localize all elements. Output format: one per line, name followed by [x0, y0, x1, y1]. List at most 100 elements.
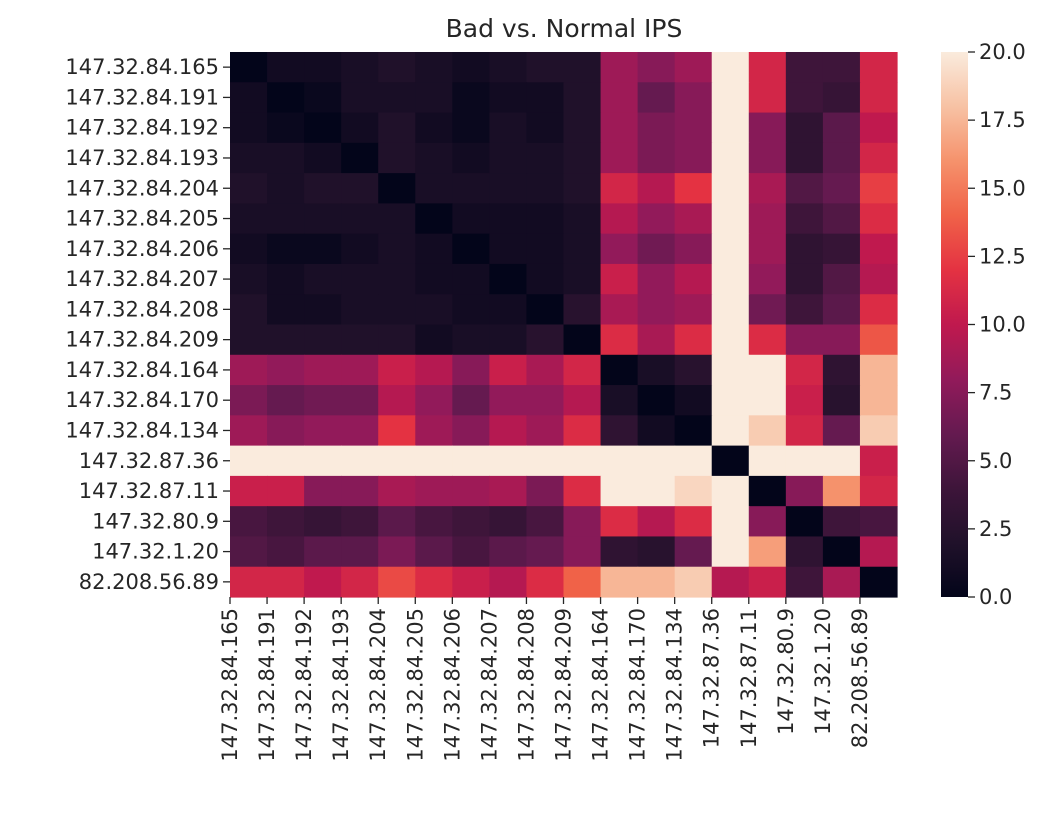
heatmap-cell	[600, 173, 639, 204]
heatmap-cell	[785, 294, 824, 326]
x-tick-label: 82.208.56.89	[848, 608, 872, 748]
heatmap-cell	[452, 203, 490, 235]
heatmap-cell	[452, 566, 490, 598]
heatmap-cell	[341, 536, 379, 568]
heatmap-cell	[748, 566, 787, 598]
heatmap-cell	[711, 445, 750, 477]
heatmap-cell	[304, 354, 342, 386]
heatmap-cell	[378, 52, 416, 83]
heatmap-cell	[378, 354, 416, 386]
heatmap-cell	[230, 142, 268, 174]
heatmap-cell	[341, 263, 379, 295]
colorbar-tick-label: 20.0	[979, 40, 1026, 64]
y-tick-label: 147.32.84.206	[65, 237, 219, 261]
heatmap-cell	[489, 142, 528, 174]
heatmap-cell	[526, 82, 565, 114]
y-tick-label: 147.32.84.204	[65, 176, 219, 200]
heatmap-cell	[822, 173, 861, 204]
heatmap-cell	[822, 506, 861, 538]
heatmap-cell	[637, 203, 676, 235]
heatmap-cell	[526, 506, 565, 538]
heatmap-cell	[637, 233, 676, 265]
heatmap-cell	[600, 324, 639, 356]
heatmap-cell	[785, 52, 824, 83]
y-tick-label: 147.32.84.134	[65, 418, 219, 442]
heatmap-cell	[230, 566, 268, 598]
heatmap-cell	[859, 203, 898, 235]
heatmap-cell	[489, 536, 528, 568]
heatmap-cell	[859, 506, 898, 538]
heatmap-cell	[452, 354, 490, 386]
heatmap-cell	[711, 385, 750, 416]
heatmap-cell	[674, 415, 713, 447]
heatmap-cell	[859, 52, 898, 83]
heatmap-cell	[304, 142, 342, 174]
heatmap-cell	[748, 52, 787, 83]
heatmap-cell	[452, 536, 490, 568]
heatmap-cell	[267, 475, 305, 507]
heatmap-cell	[785, 82, 824, 114]
heatmap-cell	[859, 142, 898, 174]
heatmap-cell	[711, 506, 750, 538]
heatmap-cell	[600, 445, 639, 477]
heatmap-cell	[267, 354, 305, 386]
heatmap-cell	[415, 415, 453, 447]
heatmap-cell	[489, 233, 528, 265]
heatmap-cell	[267, 385, 305, 416]
heatmap-cell	[267, 294, 305, 326]
heatmap-cell	[230, 82, 268, 114]
heatmap-cell	[489, 475, 528, 507]
heatmap-cell	[452, 173, 490, 204]
heatmap-cell	[785, 506, 824, 538]
heatmap-cell	[600, 415, 639, 447]
y-tick-label: 147.32.84.193	[65, 146, 219, 170]
heatmap-cell	[415, 506, 453, 538]
heatmap-cell	[230, 294, 268, 326]
heatmap-cell	[748, 82, 787, 114]
heatmap-cell	[526, 566, 565, 598]
heatmap-cell	[526, 354, 565, 386]
heatmap-cell	[526, 536, 565, 568]
heatmap-cell	[452, 52, 490, 83]
heatmap-cell	[526, 52, 565, 83]
heatmap-cell	[822, 82, 861, 114]
heatmap-cell	[341, 203, 379, 235]
heatmap-cell	[452, 294, 490, 326]
y-tick-label: 147.32.84.164	[65, 358, 219, 382]
heatmap-cell	[563, 263, 602, 295]
heatmap-cell	[489, 112, 528, 144]
heatmap-cell	[748, 354, 787, 386]
heatmap-cell	[637, 475, 676, 507]
heatmap-cell	[304, 294, 342, 326]
heatmap-cell	[563, 82, 602, 114]
heatmap-cell	[230, 112, 268, 144]
heatmap-cell	[822, 263, 861, 295]
chart-title: Bad vs. Normal IPS	[446, 14, 683, 43]
y-tick-label: 147.32.84.209	[65, 328, 219, 352]
heatmap-cell	[415, 233, 453, 265]
heatmap-cell	[304, 415, 342, 447]
heatmap-cell	[304, 82, 342, 114]
heatmap-cell	[267, 203, 305, 235]
heatmap-cell	[859, 233, 898, 265]
colorbar-tick-label: 10.0	[979, 313, 1026, 337]
x-tick-label: 147.32.87.36	[700, 608, 724, 748]
heatmap-cell	[304, 324, 342, 356]
heatmap-cell	[526, 112, 565, 144]
colorbar	[941, 52, 968, 597]
heatmap-cell	[859, 536, 898, 568]
y-axis: 147.32.84.165 147.32.84.191 147.32.84.192 1…	[65, 55, 230, 594]
heatmap-cell	[267, 415, 305, 447]
y-tick-label: 82.208.56.89	[79, 570, 219, 594]
colorbar-tick-label: 17.5	[979, 108, 1026, 132]
heatmap-cell	[526, 173, 565, 204]
heatmap-cell	[859, 112, 898, 144]
heatmap-cell	[341, 82, 379, 114]
x-tick-label: 147.32.84.170	[626, 608, 650, 762]
colorbar-tick-label: 0.0	[979, 585, 1012, 609]
heatmap-cell	[711, 263, 750, 295]
heatmap-cell	[341, 445, 379, 477]
heatmap-cell	[822, 566, 861, 598]
heatmap-cell	[711, 566, 750, 598]
